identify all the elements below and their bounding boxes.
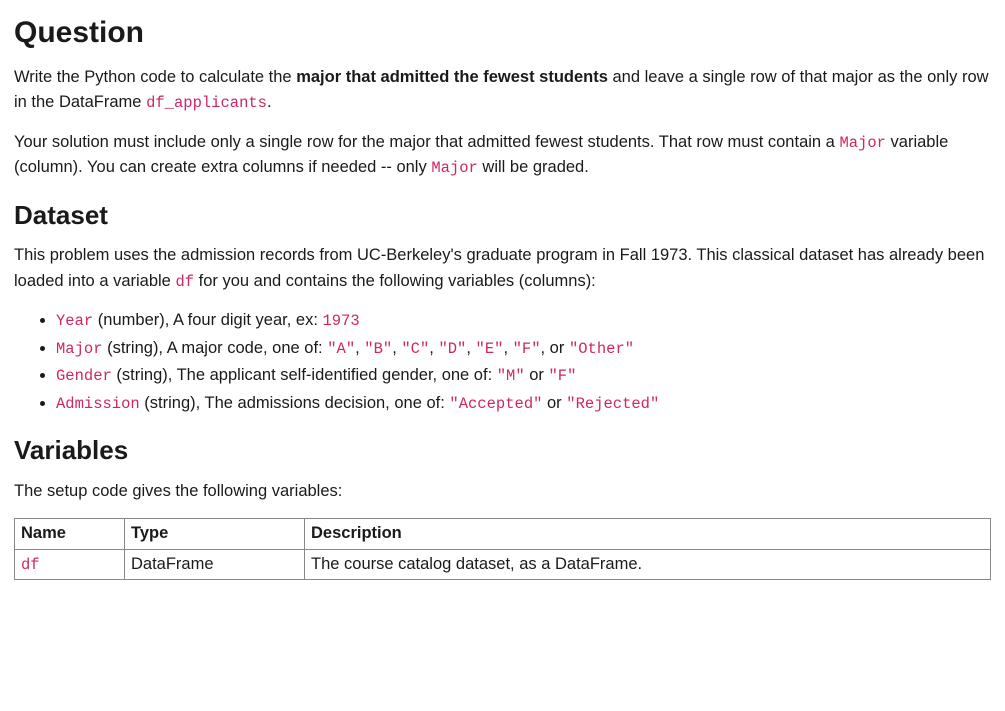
dataset-columns-list: Year (number), A four digit year, ex: 19… xyxy=(14,308,991,416)
sep: , xyxy=(355,339,364,357)
list-item-year: Year (number), A four digit year, ex: 19… xyxy=(56,308,991,334)
text: Your solution must include only a single… xyxy=(14,133,839,151)
code-year: Year xyxy=(56,312,93,330)
sep: , xyxy=(392,339,401,357)
text: for you and contains the following varia… xyxy=(194,272,596,290)
code-df: df xyxy=(175,273,194,291)
text: will be graded. xyxy=(478,158,589,176)
code-df: df xyxy=(21,556,40,574)
code-major: Major xyxy=(431,159,478,177)
bold-phrase: major that admitted the fewest students xyxy=(296,68,608,86)
code-val: "C" xyxy=(401,340,429,358)
code-val: "E" xyxy=(476,340,504,358)
code-val: "A" xyxy=(327,340,355,358)
code-val: "D" xyxy=(438,340,466,358)
sep-or: or xyxy=(542,394,566,412)
sep-or: or xyxy=(525,366,549,384)
cell-desc: The course catalog dataset, as a DataFra… xyxy=(305,549,991,580)
text: (string), The applicant self-identified … xyxy=(112,366,497,384)
dataset-heading: Dataset xyxy=(14,195,991,235)
code-gender: Gender xyxy=(56,367,112,385)
text: Write the Python code to calculate the xyxy=(14,68,296,86)
code-admission: Admission xyxy=(56,395,140,413)
list-item-gender: Gender (string), The applicant self-iden… xyxy=(56,363,991,389)
list-item-admission: Admission (string), The admissions decis… xyxy=(56,391,991,417)
code-val: "B" xyxy=(364,340,392,358)
code-major: Major xyxy=(839,134,886,152)
text: (number), A four digit year, ex: xyxy=(93,311,322,329)
code-val: "F" xyxy=(549,367,577,385)
table-row: df DataFrame The course catalog dataset,… xyxy=(15,549,991,580)
code-val: "Accepted" xyxy=(449,395,542,413)
variables-intro: The setup code gives the following varia… xyxy=(14,479,991,505)
table-header-row: Name Type Description xyxy=(15,519,991,550)
col-desc: Description xyxy=(305,519,991,550)
code-df-applicants: df_applicants xyxy=(146,94,267,112)
col-type: Type xyxy=(125,519,305,550)
dataset-p1: This problem uses the admission records … xyxy=(14,243,991,294)
code-val: "M" xyxy=(497,367,525,385)
question-p2: Your solution must include only a single… xyxy=(14,130,991,181)
question-p1: Write the Python code to calculate the m… xyxy=(14,65,991,116)
code-val: "Rejected" xyxy=(566,395,659,413)
code-year-ex: 1973 xyxy=(323,312,360,330)
sep-or: , or xyxy=(541,339,569,357)
text: (string), The admissions decision, one o… xyxy=(140,394,450,412)
cell-name: df xyxy=(15,549,125,580)
question-heading: Question xyxy=(14,10,991,57)
list-item-major: Major (string), A major code, one of: "A… xyxy=(56,336,991,362)
code-major: Major xyxy=(56,340,103,358)
code-val: "F" xyxy=(513,340,541,358)
cell-type: DataFrame xyxy=(125,549,305,580)
col-name: Name xyxy=(15,519,125,550)
variables-heading: Variables xyxy=(14,430,991,470)
variables-table: Name Type Description df DataFrame The c… xyxy=(14,518,991,580)
sep: , xyxy=(503,339,512,357)
text: (string), A major code, one of: xyxy=(103,339,328,357)
text: . xyxy=(267,93,272,111)
code-val: "Other" xyxy=(569,340,634,358)
sep: , xyxy=(466,339,475,357)
